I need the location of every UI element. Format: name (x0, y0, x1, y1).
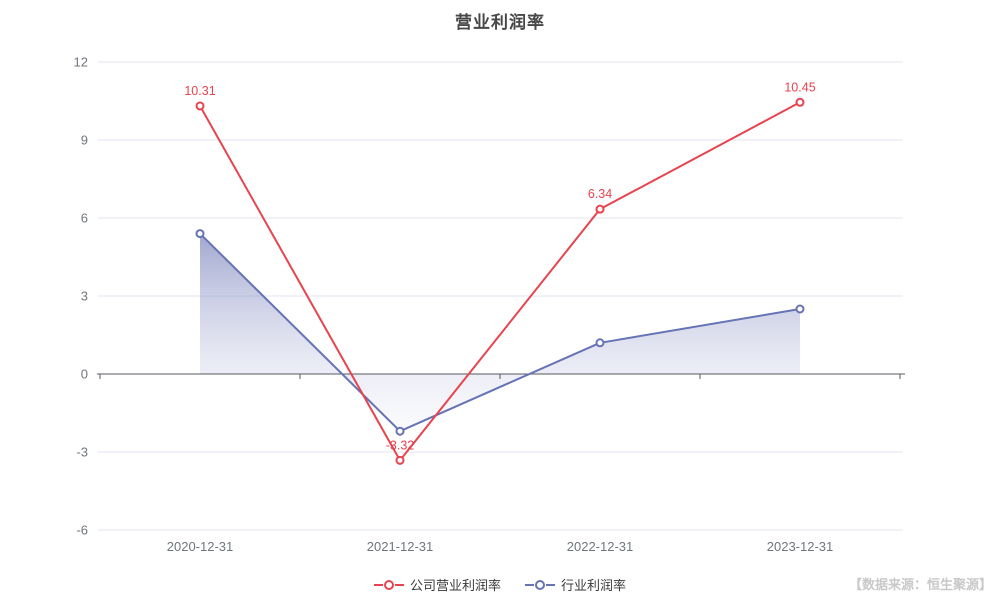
data-point-行业利润率[interactable] (195, 229, 205, 239)
series-line-行业利润率 (199, 232, 801, 433)
y-axis-tick-label: -3 (76, 445, 88, 460)
data-label: 10.31 (184, 84, 215, 98)
data-point-行业利润率[interactable] (795, 304, 805, 314)
data-point-行业利润率[interactable] (395, 426, 405, 436)
y-axis-tick-label: 3 (81, 289, 88, 304)
x-axis-tick-label: 2020-12-31 (167, 539, 234, 554)
line-circle-marker-icon (373, 579, 404, 590)
data-point-行业利润率[interactable] (595, 338, 605, 348)
line-circle-marker-icon (525, 579, 555, 590)
y-axis-tick-label: 0 (81, 367, 88, 382)
data-label: 6.34 (588, 187, 612, 201)
data-point-公司营业利润率[interactable] (595, 204, 605, 214)
data-point-公司营业利润率[interactable] (795, 97, 805, 107)
y-axis-tick-label: -6 (76, 523, 88, 538)
legend-label-industry: 行业利润率 (561, 578, 627, 593)
chart-legend: 公司营业利润率 行业利润率 (0, 575, 1000, 594)
data-label: -3.32 (386, 438, 415, 452)
x-axis-tick-label: 2021-12-31 (367, 539, 434, 554)
y-axis-tick-label: 9 (81, 133, 88, 148)
series-line-公司营业利润率 (199, 101, 801, 462)
legend-label-company: 公司营业利润率 (409, 578, 501, 593)
industry-area-fill (200, 233, 800, 432)
y-axis-tick-label: 12 (74, 55, 88, 70)
data-label: 10.45 (784, 80, 815, 94)
data-source-watermark: 【数据来源：恒生聚源】 (848, 577, 992, 592)
legend-item-industry[interactable]: 行业利润率 (525, 575, 626, 594)
data-point-公司营业利润率[interactable] (195, 101, 205, 111)
y-axis-tick-label: 6 (81, 211, 88, 226)
data-point-公司营业利润率[interactable] (395, 455, 405, 465)
x-axis-tick-label: 2023-12-31 (767, 539, 834, 554)
legend-item-company[interactable]: 公司营业利润率 (373, 575, 501, 594)
x-axis-tick-label: 2022-12-31 (567, 539, 634, 554)
chart-title: 营业利润率 (455, 13, 545, 32)
